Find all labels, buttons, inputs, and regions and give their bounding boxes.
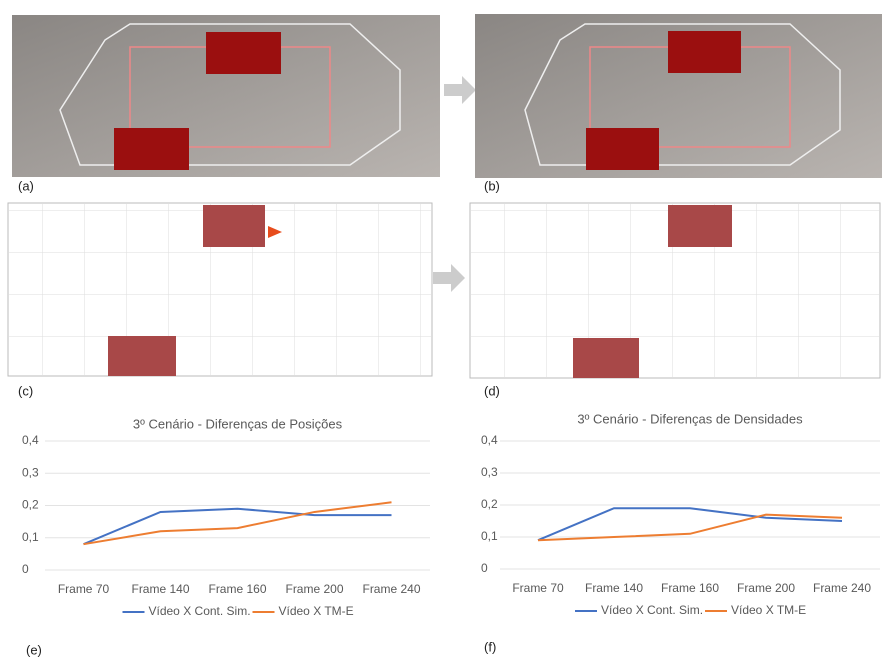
chart-title: 3º Cenário - Diferenças de Densidades xyxy=(577,411,803,426)
series-line xyxy=(83,507,392,546)
x-tick-label: Frame 160 xyxy=(661,581,719,595)
panel-label: (c) xyxy=(18,383,33,398)
y-tick-label: 0 xyxy=(481,561,488,575)
photo-a xyxy=(12,15,440,177)
y-tick-label: 0,2 xyxy=(481,497,498,511)
x-tick-label: Frame 200 xyxy=(737,581,795,595)
legend-label: Vídeo X TM-E xyxy=(279,604,354,618)
arrow xyxy=(444,76,476,104)
x-tick-label: Frame 240 xyxy=(362,582,420,596)
y-tick-label: 0 xyxy=(22,562,29,576)
x-tick-label: Frame 70 xyxy=(512,581,564,595)
legend-label: Vídeo X TM-E xyxy=(731,603,806,617)
y-tick-label: 0,4 xyxy=(481,433,498,447)
chart-title: 3º Cenário - Diferenças de Posições xyxy=(133,416,343,431)
series-line xyxy=(537,507,843,542)
y-tick-label: 0,1 xyxy=(481,529,498,543)
x-tick-label: Frame 140 xyxy=(585,581,643,595)
series-line xyxy=(537,513,843,542)
panel-label: (b) xyxy=(484,178,500,193)
x-tick-label: Frame 70 xyxy=(58,582,110,596)
x-tick-label: Frame 200 xyxy=(285,582,343,596)
photo-b xyxy=(475,14,882,178)
y-tick-label: 0,4 xyxy=(22,433,39,447)
y-tick-label: 0,2 xyxy=(22,498,39,512)
x-tick-label: Frame 160 xyxy=(208,582,266,596)
legend-label: Vídeo X Cont. Sim. xyxy=(601,603,703,617)
y-tick-label: 0,3 xyxy=(481,465,498,479)
sim-c xyxy=(7,202,433,377)
sim-d xyxy=(469,202,881,379)
y-tick-label: 0,3 xyxy=(22,465,39,479)
panel-label: (e) xyxy=(26,642,42,657)
series-line xyxy=(83,501,392,546)
y-tick-label: 0,1 xyxy=(22,530,39,544)
x-tick-label: Frame 140 xyxy=(131,582,189,596)
legend-label: Vídeo X Cont. Sim. xyxy=(149,604,251,618)
panel-label: (f) xyxy=(484,639,496,654)
panel-label: (a) xyxy=(18,178,34,193)
x-tick-label: Frame 240 xyxy=(813,581,871,595)
arrow xyxy=(433,264,465,292)
panel-label: (d) xyxy=(484,383,500,398)
